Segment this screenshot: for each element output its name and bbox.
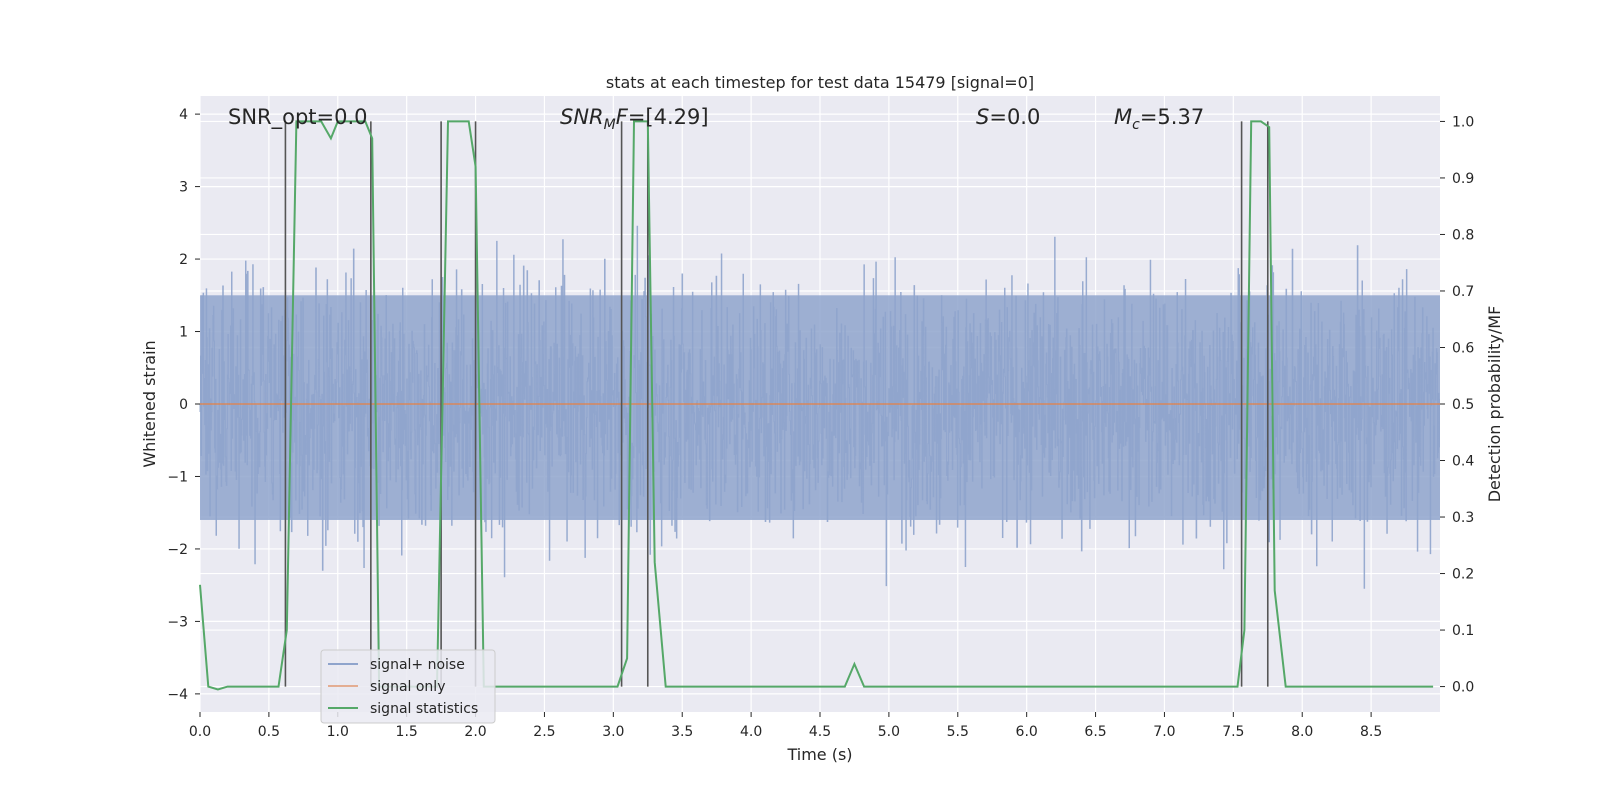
- y-right-tick-label-10: 1.0: [1452, 114, 1474, 130]
- annotation-snr-opt: SNR_opt=0.0: [228, 105, 368, 130]
- y-right-tick-label-1: 0.1: [1452, 623, 1474, 639]
- signal-statistics-line: [199, 120, 1434, 691]
- chart-title: stats at each timestep for test data 154…: [606, 73, 1034, 92]
- y-right-tick-label-0: 0.0: [1452, 680, 1474, 696]
- y-right-tick-label-8: 0.8: [1452, 227, 1474, 243]
- annotation-snr-mf-main: SNR: [560, 105, 604, 129]
- y-right-tick-label-7: 0.7: [1452, 284, 1474, 300]
- legend-label-signal-only: signal only: [370, 679, 445, 695]
- y-right-tick-label-4: 0.4: [1452, 454, 1474, 470]
- series-signal-noise: [199, 225, 1440, 589]
- y-right-tick-label-5: 0.5: [1452, 397, 1474, 413]
- x-axis-label: Time (s): [786, 745, 852, 764]
- noise-trace: [199, 225, 1440, 589]
- x-tick-label-7: 3.5: [671, 724, 693, 740]
- vertical-markers: [284, 121, 1269, 687]
- y-tick-label-7: 3: [179, 180, 188, 196]
- annotation-snr-mf: SNRMF=[4.29]: [560, 105, 709, 133]
- y-tick-label-6: 2: [179, 252, 188, 268]
- y-right-tick-label-2: 0.2: [1452, 567, 1474, 583]
- annotation-mc-value: =5.37: [1140, 105, 1204, 129]
- annotation-mc-main: M: [1114, 105, 1132, 129]
- x-tick-label-6: 3.0: [602, 724, 624, 740]
- y-tick-label-4: 0: [179, 397, 188, 413]
- annotation-s: S=0.0: [976, 105, 1040, 129]
- y-right-tick-label-3: 0.3: [1452, 510, 1474, 526]
- y-tick-label-5: 1: [179, 325, 188, 341]
- annotation-snr-mf-main2: F: [616, 105, 629, 129]
- x-tick-label-17: 8.5: [1360, 724, 1382, 740]
- x-tick-label-1: 0.5: [258, 724, 280, 740]
- annotation-s-main: S: [976, 105, 989, 129]
- y-tick-label-3: −1: [167, 469, 188, 485]
- y-right-axis-label: Detection probability/MF: [1485, 306, 1504, 503]
- y-axis-label: Whitened strain: [140, 340, 159, 467]
- y-tick-label-1: −3: [167, 614, 188, 630]
- annotation-s-value: =0.0: [989, 105, 1040, 129]
- legend-box: [320, 649, 496, 724]
- x-axis-ticks: 0.0 0.5 1.0 1.5 2.0 2.5 3.0 3.5 4.0 4.5 5.0 5.5 6.0 6…: [189, 712, 1382, 740]
- x-tick-label-11: 5.5: [947, 724, 969, 740]
- x-tick-label-10: 5.0: [878, 724, 900, 740]
- x-tick-label-14: 7.0: [1153, 724, 1175, 740]
- x-tick-label-8: 4.0: [740, 724, 762, 740]
- x-tick-label-12: 6.0: [1016, 724, 1038, 740]
- legend: signal+ noise signal only signal statist…: [320, 649, 496, 724]
- legend-label-signal-statistics: signal statistics: [370, 701, 478, 717]
- annotation-snr-mf-value: =[4.29]: [628, 105, 709, 129]
- x-tick-label-15: 7.5: [1222, 724, 1244, 740]
- series-signal-statistics: [199, 120, 1434, 691]
- x-tick-label-13: 6.5: [1084, 724, 1106, 740]
- y-tick-label-0: −4: [167, 687, 188, 703]
- y-tick-label-2: −2: [167, 542, 188, 558]
- y-right-axis-ticks: 0.0 0.1 0.2 0.3 0.4 0.5 0.6 0.7 0.8 0.9 1.0: [1440, 114, 1474, 696]
- y-right-tick-label-9: 0.9: [1452, 171, 1474, 187]
- annotation-snr-mf-sub: M: [604, 117, 616, 133]
- legend-label-signal-noise: signal+ noise: [370, 657, 465, 673]
- x-tick-label-0: 0.0: [189, 724, 211, 740]
- annotation-mc-sub: c: [1132, 117, 1140, 133]
- y-axis-ticks: −4 −3 −2 −1 0 1 2 3 4: [167, 107, 200, 703]
- x-tick-label-16: 8.0: [1291, 724, 1313, 740]
- annotation-mc: Mc=5.37: [1114, 105, 1204, 133]
- x-tick-label-9: 4.5: [809, 724, 831, 740]
- x-tick-label-5: 2.5: [533, 724, 555, 740]
- x-tick-label-3: 1.5: [396, 724, 418, 740]
- y-right-tick-label-6: 0.6: [1452, 340, 1474, 356]
- x-tick-label-4: 2.0: [464, 724, 486, 740]
- x-tick-label-2: 1.0: [327, 724, 349, 740]
- y-tick-label-8: 4: [179, 107, 188, 123]
